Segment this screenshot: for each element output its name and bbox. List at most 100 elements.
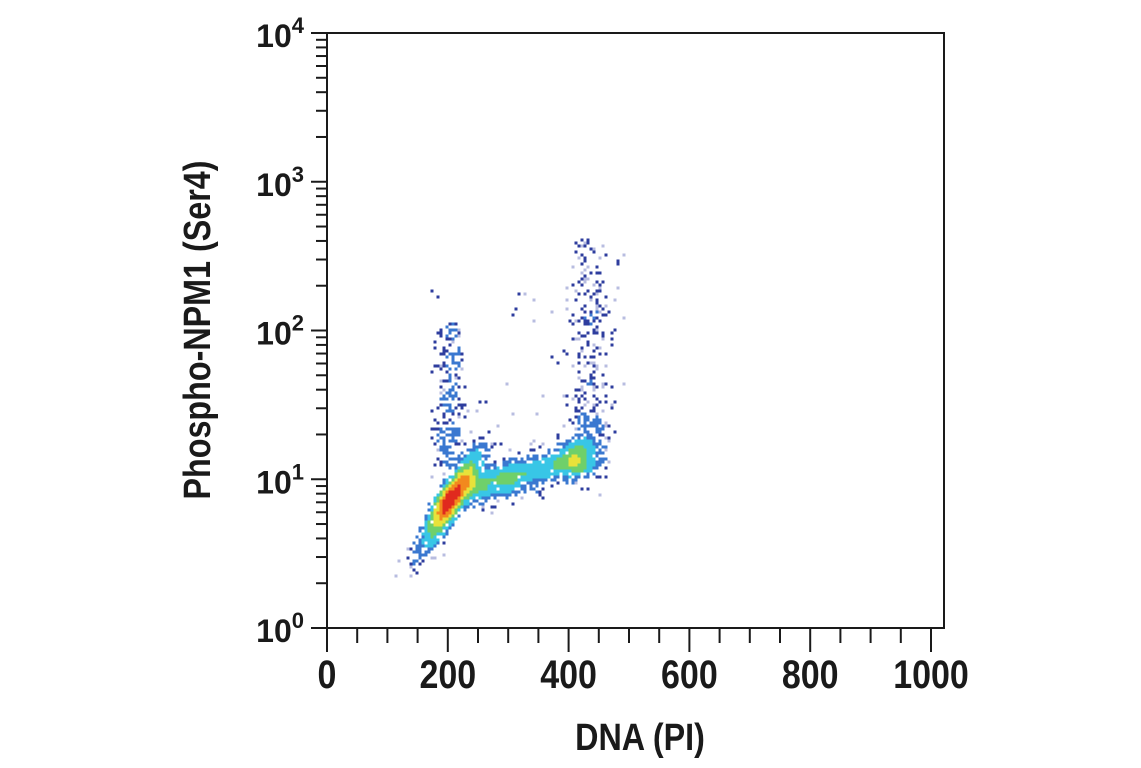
data-point xyxy=(451,439,455,443)
data-point xyxy=(529,475,533,479)
data-point xyxy=(601,427,605,431)
data-point xyxy=(442,346,446,350)
data-point xyxy=(454,442,458,446)
data-point xyxy=(517,460,521,464)
data-point xyxy=(448,463,452,467)
data-point xyxy=(583,397,587,401)
data-point xyxy=(583,421,587,425)
data-point xyxy=(475,475,479,479)
data-point xyxy=(568,466,572,470)
data-point xyxy=(604,313,608,317)
data-point xyxy=(577,457,581,461)
data-point xyxy=(604,436,608,440)
data-point xyxy=(577,469,581,473)
data-point xyxy=(577,448,581,452)
data-point xyxy=(586,433,590,437)
data-point xyxy=(436,532,440,536)
data-point xyxy=(589,442,593,446)
data-point xyxy=(481,496,485,500)
data-point xyxy=(541,475,545,479)
data-point xyxy=(589,445,593,449)
data-point xyxy=(424,532,428,536)
data-point xyxy=(418,547,422,551)
data-point xyxy=(427,529,431,533)
data-point xyxy=(457,403,461,407)
data-point xyxy=(553,469,557,473)
data-point xyxy=(541,457,545,461)
data-point xyxy=(613,328,617,332)
data-point xyxy=(583,403,587,407)
data-point xyxy=(574,472,578,476)
data-point xyxy=(445,529,449,533)
data-point xyxy=(556,433,560,437)
data-point xyxy=(445,403,449,407)
data-point xyxy=(487,448,491,452)
data-point xyxy=(526,469,530,473)
data-point xyxy=(574,481,578,485)
data-point xyxy=(598,310,602,314)
data-point xyxy=(481,481,485,485)
data-point xyxy=(541,496,545,500)
data-point xyxy=(484,472,488,476)
data-point xyxy=(463,490,467,494)
data-point xyxy=(460,493,464,497)
data-point xyxy=(442,445,446,449)
data-point xyxy=(475,409,479,413)
data-point xyxy=(454,472,458,476)
data-point xyxy=(442,487,446,491)
data-point xyxy=(448,466,452,470)
data-point xyxy=(445,451,449,455)
data-point xyxy=(565,439,569,443)
data-point xyxy=(472,487,476,491)
data-point xyxy=(415,550,419,554)
data-point xyxy=(463,484,467,488)
data-point xyxy=(409,565,413,569)
data-point xyxy=(439,520,443,524)
data-point xyxy=(397,559,401,563)
data-point xyxy=(451,502,455,506)
data-point xyxy=(469,472,473,476)
y-axis: 100 101 102 103 104 xyxy=(256,13,327,649)
data-point xyxy=(523,487,527,491)
data-point xyxy=(451,490,455,494)
data-point xyxy=(442,451,446,455)
x-tick-label: 600 xyxy=(661,651,718,696)
data-point xyxy=(601,385,605,389)
data-point xyxy=(469,502,473,506)
data-point xyxy=(577,466,581,470)
data-point xyxy=(562,442,566,446)
data-point xyxy=(481,454,485,458)
data-point xyxy=(574,442,578,446)
data-point xyxy=(562,472,566,476)
data-point xyxy=(466,472,470,476)
data-point xyxy=(478,481,482,485)
data-point xyxy=(571,436,575,440)
data-point xyxy=(520,496,524,500)
data-point xyxy=(589,313,593,317)
data-point xyxy=(445,532,449,536)
data-point xyxy=(484,400,488,404)
data-point xyxy=(577,439,581,443)
data-point xyxy=(430,289,434,293)
x-tick-label: 1000 xyxy=(893,651,969,696)
data-point xyxy=(580,262,584,266)
data-point xyxy=(565,298,569,302)
data-point xyxy=(472,439,476,443)
data-point xyxy=(448,409,452,413)
data-point xyxy=(580,334,584,338)
data-point xyxy=(562,478,566,482)
data-point xyxy=(592,283,596,287)
data-point xyxy=(433,511,437,515)
data-point xyxy=(442,511,446,515)
data-point xyxy=(583,277,587,281)
data-point xyxy=(598,463,602,467)
data-point xyxy=(511,481,515,485)
data-point xyxy=(424,517,428,521)
data-point xyxy=(427,541,431,545)
data-point xyxy=(451,388,455,392)
data-point xyxy=(517,472,521,476)
data-point xyxy=(478,442,482,446)
data-point xyxy=(574,409,578,413)
data-point xyxy=(577,400,581,404)
data-point xyxy=(454,505,458,509)
